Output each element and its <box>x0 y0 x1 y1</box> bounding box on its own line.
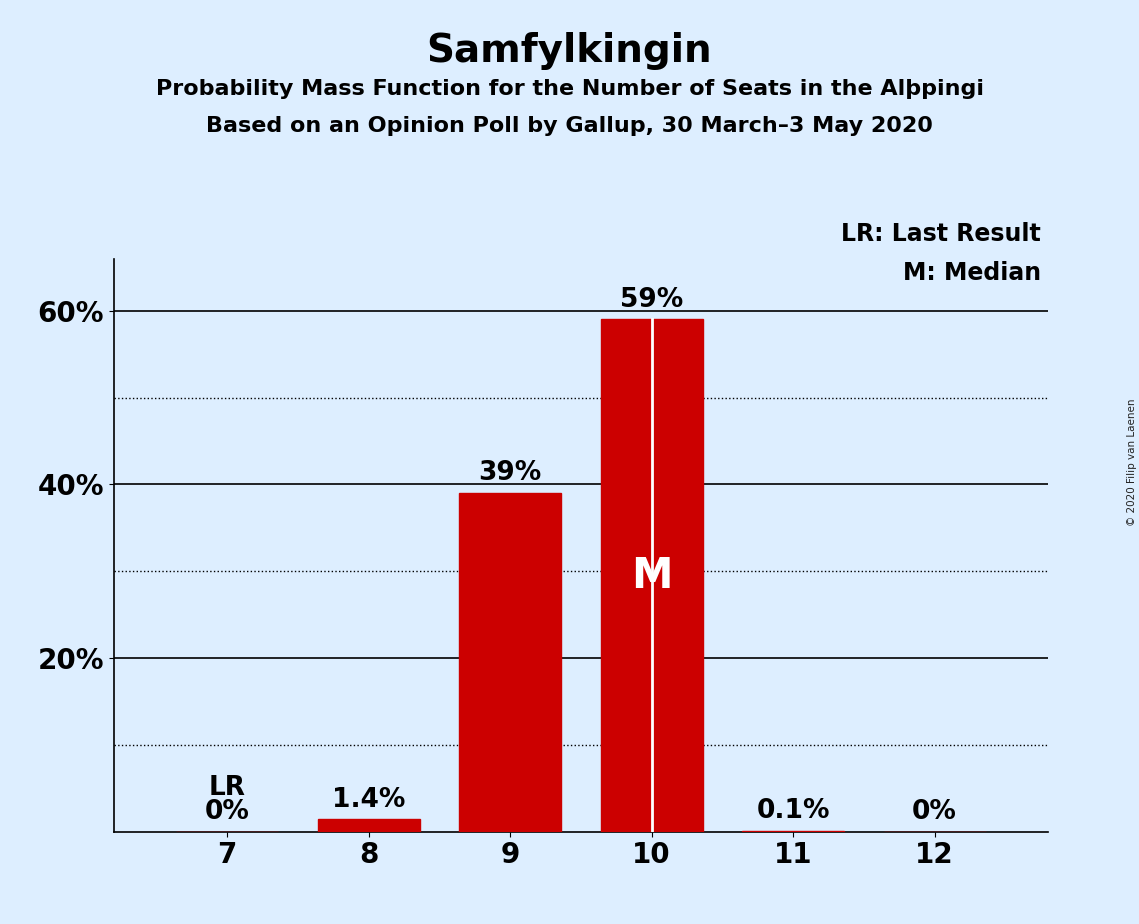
Text: Probability Mass Function for the Number of Seats in the Alþpingi: Probability Mass Function for the Number… <box>156 79 983 99</box>
Text: LR: LR <box>208 775 246 801</box>
Text: 0%: 0% <box>912 798 957 824</box>
Text: M: M <box>631 554 672 597</box>
Text: Based on an Opinion Poll by Gallup, 30 March–3 May 2020: Based on an Opinion Poll by Gallup, 30 M… <box>206 116 933 136</box>
Bar <box>459 493 562 832</box>
Text: LR: Last Result: LR: Last Result <box>841 222 1041 246</box>
Text: 0.1%: 0.1% <box>756 797 830 824</box>
Text: © 2020 Filip van Laenen: © 2020 Filip van Laenen <box>1126 398 1137 526</box>
Bar <box>318 820 419 832</box>
Bar <box>600 320 703 832</box>
Text: M: Median: M: Median <box>903 261 1041 285</box>
Text: 59%: 59% <box>620 286 683 312</box>
Text: Samfylkingin: Samfylkingin <box>427 32 712 70</box>
Text: 39%: 39% <box>478 460 542 486</box>
Text: 0%: 0% <box>205 798 249 824</box>
Text: 1.4%: 1.4% <box>331 786 405 812</box>
